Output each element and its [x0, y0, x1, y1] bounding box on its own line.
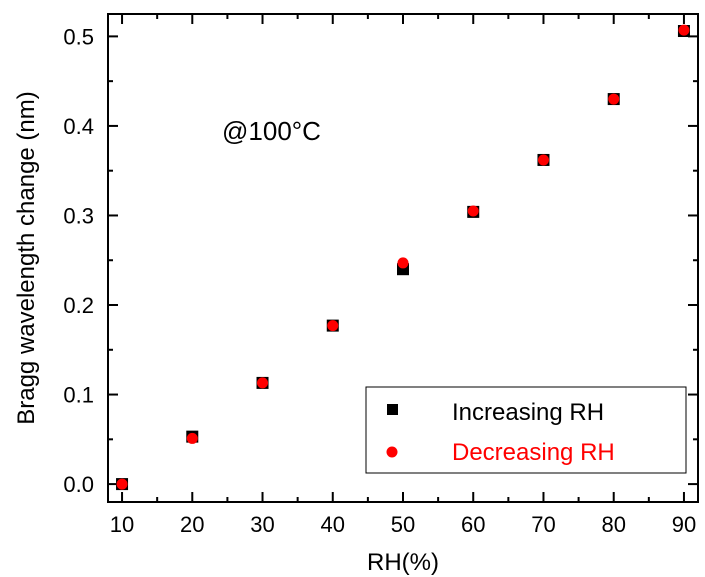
point-decreasing-rh: [257, 377, 269, 389]
legend: Increasing RH Decreasing RH: [365, 386, 687, 474]
legend-marker-increasing: [387, 404, 398, 415]
point-decreasing-rh: [186, 432, 198, 444]
x-tick-label: 30: [250, 512, 274, 537]
point-decreasing-rh: [397, 257, 409, 269]
y-tick-label: 0.0: [63, 472, 94, 497]
legend-label-decreasing: Decreasing RH: [452, 439, 615, 466]
annotation-temperature: @100°C: [222, 116, 321, 146]
x-tick-label: 90: [672, 512, 696, 537]
point-decreasing-rh: [608, 93, 620, 105]
x-axis: 10 20 30 40 50 60 70 80 90: [110, 14, 696, 537]
x-tick-label: 20: [180, 512, 204, 537]
point-decreasing-rh: [116, 478, 128, 490]
y-tick-label: 0.4: [63, 114, 94, 139]
x-tick-label: 50: [391, 512, 415, 537]
y-tick-label: 0.3: [63, 203, 94, 228]
y-axis: 0.0 0.1 0.2 0.3 0.4 0.5: [63, 24, 698, 497]
point-decreasing-rh: [537, 154, 549, 166]
y-tick-label: 0.1: [63, 383, 94, 408]
point-decreasing-rh: [327, 320, 339, 332]
legend-label-increasing: Increasing RH: [452, 399, 604, 426]
x-tick-label: 80: [601, 512, 625, 537]
x-tick-label: 40: [321, 512, 345, 537]
point-decreasing-rh: [467, 205, 479, 217]
x-tick-label: 60: [461, 512, 485, 537]
legend-marker-decreasing: [386, 446, 398, 458]
y-axis-title: Bragg wavelength change (nm): [13, 91, 40, 425]
x-tick-label: 70: [531, 512, 555, 537]
legend-box: [365, 386, 687, 474]
y-tick-label: 0.2: [63, 293, 94, 318]
x-axis-title: RH(%): [367, 549, 439, 576]
data-points: [116, 24, 690, 491]
y-tick-label: 0.5: [63, 24, 94, 49]
point-decreasing-rh: [678, 24, 690, 36]
x-tick-label: 10: [110, 512, 134, 537]
